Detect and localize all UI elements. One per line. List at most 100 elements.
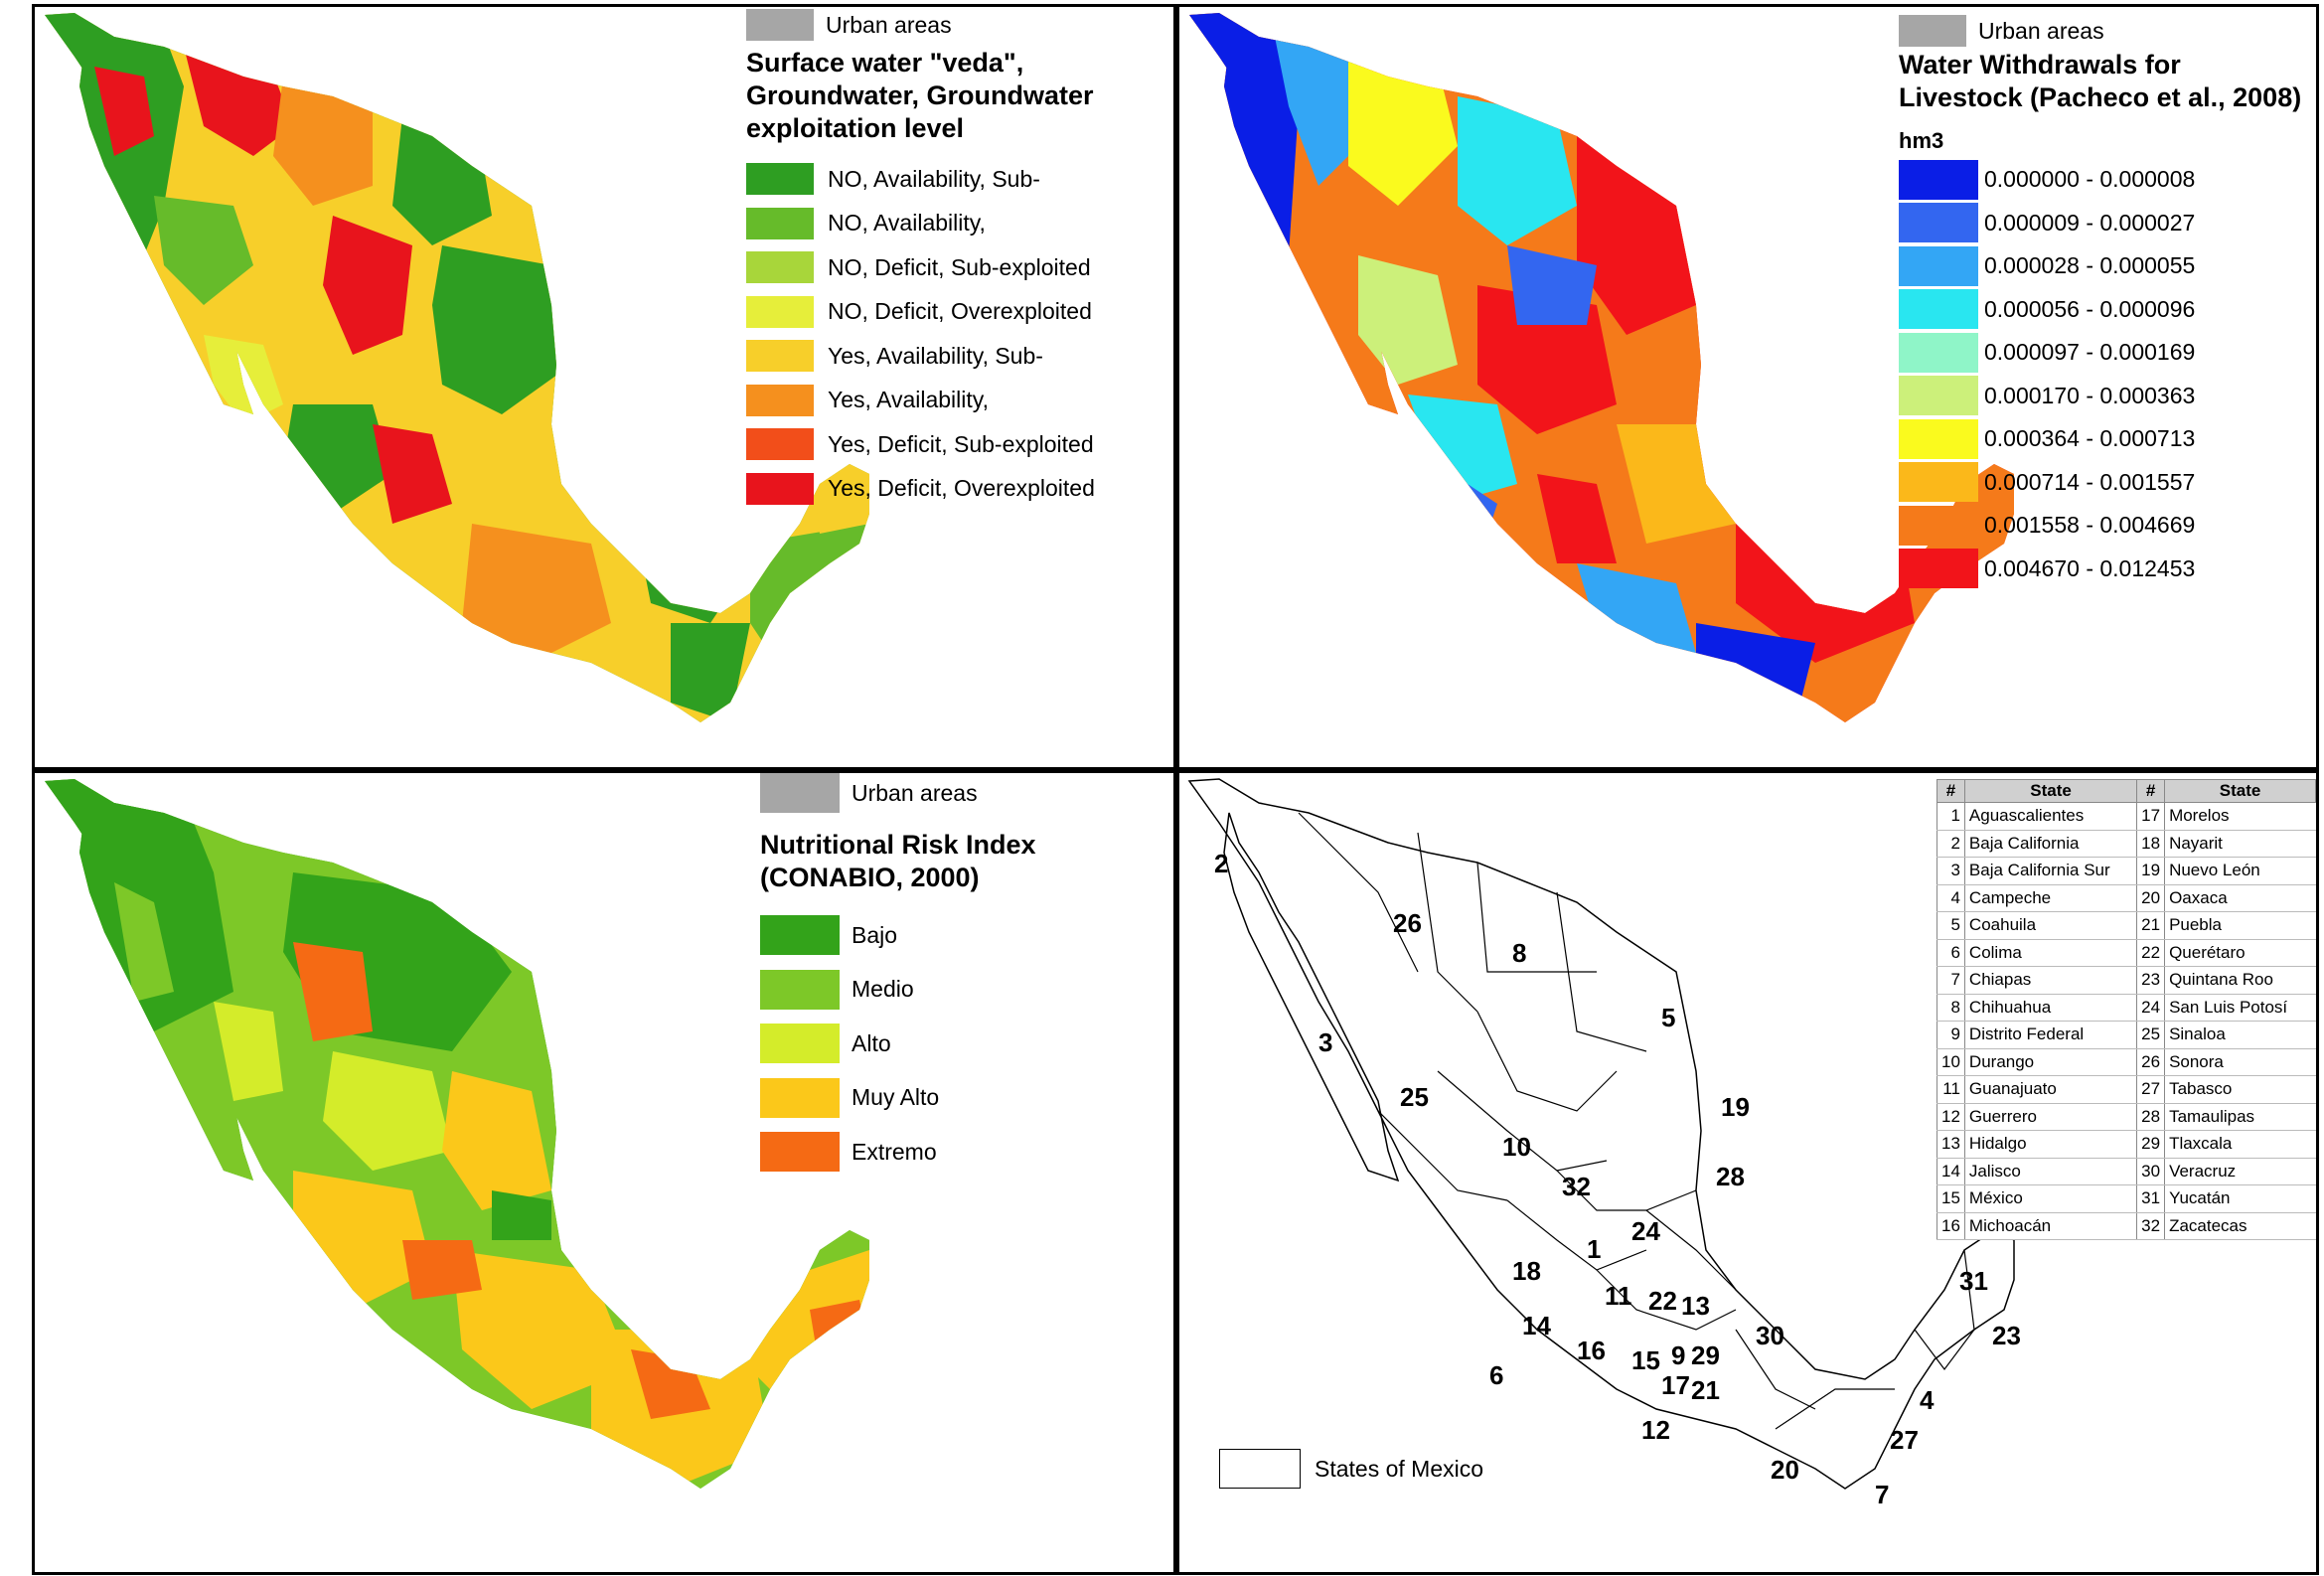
state-name-cell: Zacatecas — [2164, 1212, 2316, 1240]
state-number-cell: 15 — [1937, 1184, 1965, 1213]
title-line: exploitation level — [746, 113, 965, 143]
table-row: 1 Aguascalientes 17 Morelos — [1937, 802, 2316, 831]
surface-water-panel: Urban areas Surface water "veda", Ground… — [32, 4, 1176, 770]
urban-areas-swatch — [760, 773, 840, 813]
legend-label: Yes, Availability, — [828, 387, 989, 413]
legend-item: Extremo — [760, 1125, 1158, 1180]
state-number-cell: 20 — [2136, 884, 2166, 912]
states-legend-swatch — [1219, 1449, 1301, 1489]
legend-item: 0.000364 - 0.000713 — [1899, 417, 2316, 461]
state-name-cell: Tamaulipas — [2164, 1103, 2316, 1131]
state-number: 23 — [1992, 1321, 2021, 1350]
legend-label: Yes, Deficit, Overexploited — [828, 475, 1095, 502]
legend-label: 0.000009 - 0.000027 — [1984, 209, 2196, 236]
table-row: 9 Distrito Federal 25 Sinaloa — [1937, 1021, 2316, 1049]
state-number-cell: 27 — [2136, 1075, 2166, 1104]
state-number-cell: 28 — [2136, 1103, 2166, 1131]
state-name-cell: Guanajuato — [1964, 1075, 2137, 1104]
legend-swatch — [746, 340, 814, 373]
title-line: Groundwater, Groundwater — [746, 80, 1094, 110]
state-number: 9 — [1671, 1340, 1685, 1370]
state-number-cell: 16 — [1937, 1212, 1965, 1240]
livestock-withdrawals-panel: Urban areas Water Withdrawals for Livest… — [1176, 4, 2319, 770]
legend-title: Nutritional Risk Index (CONABIO, 2000) — [760, 829, 1158, 894]
title-line: Surface water "veda", — [746, 48, 1024, 78]
state-number-cell: 1 — [1937, 802, 1965, 831]
state-name-cell: Tabasco — [2164, 1075, 2316, 1104]
state-name-cell: Hidalgo — [1964, 1130, 2137, 1159]
table-row: 11 Guanajuato 27 Tabasco — [1937, 1075, 2316, 1104]
legend-unit: hm3 — [1899, 128, 1944, 153]
table-row: 6 Colima 22 Querétaro — [1937, 939, 2316, 967]
state-number-cell: 29 — [2136, 1130, 2166, 1159]
table-row: 8 Chihuahua 24 San Luis Potosí — [1937, 994, 2316, 1022]
state-number-cell: 17 — [2136, 802, 2166, 831]
legend-item: 0.000028 - 0.000055 — [1899, 244, 2316, 288]
legend-item: 0.000009 - 0.000027 — [1899, 202, 2316, 245]
state-number-cell: 14 — [1937, 1158, 1965, 1185]
state-number: 17 — [1661, 1370, 1690, 1400]
legend-label: NO, Deficit, Overexploited — [828, 298, 1092, 325]
state-name-cell: Distrito Federal — [1964, 1021, 2137, 1049]
states-of-mexico-panel: 2 26 8 5 3 25 10 19 28 32 24 1 18 11 22 … — [1176, 770, 2319, 1575]
mexico-nutritional-risk-map — [45, 779, 869, 1489]
legend-label: 0.000028 - 0.000055 — [1984, 252, 2196, 279]
urban-areas-swatch — [746, 9, 814, 41]
urban-areas-swatch — [1899, 15, 1966, 47]
livestock-legend: Urban areas Water Withdrawals for Livest… — [1899, 15, 2316, 590]
column-header: State — [1963, 779, 2138, 803]
legend-item: 0.000056 - 0.000096 — [1899, 288, 2316, 332]
legend-title: Water Withdrawals for Livestock (Pacheco… — [1899, 49, 2316, 114]
state-number: 15 — [1631, 1345, 1660, 1375]
states-legend-label: States of Mexico — [1315, 1455, 1484, 1482]
legend-items: 0.000000 - 0.000008 0.000009 - 0.000027 … — [1899, 158, 2316, 590]
state-number-cell: 13 — [1937, 1130, 1965, 1159]
state-name-cell: Jalisco — [1964, 1158, 2137, 1185]
legend-swatch — [746, 428, 814, 461]
state-name-cell: Colima — [1964, 939, 2137, 967]
states-table: # State # State 1 Aguascalientes 17 Morelos… — [1937, 779, 2316, 1240]
state-name-cell: Guerrero — [1964, 1103, 2137, 1131]
legend-swatch — [1899, 549, 1978, 589]
state-number-cell: 4 — [1937, 884, 1965, 912]
state-number: 6 — [1489, 1360, 1503, 1390]
state-number: 3 — [1318, 1027, 1332, 1057]
table-row: 10 Durango 26 Sonora — [1937, 1048, 2316, 1076]
legend-item: Bajo — [760, 908, 1158, 963]
legend-item: Yes, Availability, — [746, 379, 1163, 423]
legend-label: NO, Deficit, Sub-exploited — [828, 253, 1091, 280]
state-number: 32 — [1562, 1172, 1591, 1201]
state-name-cell: Sonora — [2164, 1048, 2316, 1076]
state-name-cell: Tlaxcala — [2164, 1130, 2316, 1159]
legend-swatch — [760, 1077, 840, 1118]
legend-swatch — [760, 1132, 840, 1173]
legend-label: 0.004670 - 0.012453 — [1984, 554, 2196, 581]
state-number: 4 — [1920, 1385, 1935, 1415]
legend-label: Extremo — [852, 1138, 937, 1165]
state-number: 14 — [1522, 1311, 1551, 1340]
urban-areas-key: Urban areas — [746, 9, 1163, 41]
state-number-cell: 19 — [2136, 857, 2166, 885]
column-header: # — [2136, 779, 2166, 803]
legend-label: 0.000170 - 0.000363 — [1984, 382, 2196, 408]
state-name-cell: Baja California — [1964, 830, 2137, 858]
legend-item: NO, Availability, — [746, 202, 1163, 246]
legend-swatch — [1899, 159, 1978, 200]
legend-label: NO, Availability, Sub- — [828, 165, 1040, 192]
state-number: 1 — [1587, 1234, 1601, 1264]
legend-item: Alto — [760, 1017, 1158, 1071]
state-number-cell: 8 — [1937, 994, 1965, 1022]
state-name-cell: Durango — [1964, 1048, 2137, 1076]
state-number: 10 — [1502, 1132, 1531, 1162]
state-name-cell: Veracruz — [2164, 1158, 2316, 1185]
table-row: 14 Jalisco 30 Veracruz — [1937, 1158, 2316, 1185]
state-name-cell: Campeche — [1964, 884, 2137, 912]
state-number: 29 — [1691, 1340, 1720, 1370]
state-name-cell: Morelos — [2164, 802, 2316, 831]
legend-item: NO, Deficit, Overexploited — [746, 290, 1163, 335]
state-number-cell: 10 — [1937, 1048, 1965, 1076]
state-number: 27 — [1890, 1425, 1919, 1455]
state-number-cell: 2 — [1937, 830, 1965, 858]
legend-swatch — [1899, 418, 1978, 459]
legend-item: 0.000000 - 0.000008 — [1899, 158, 2316, 202]
